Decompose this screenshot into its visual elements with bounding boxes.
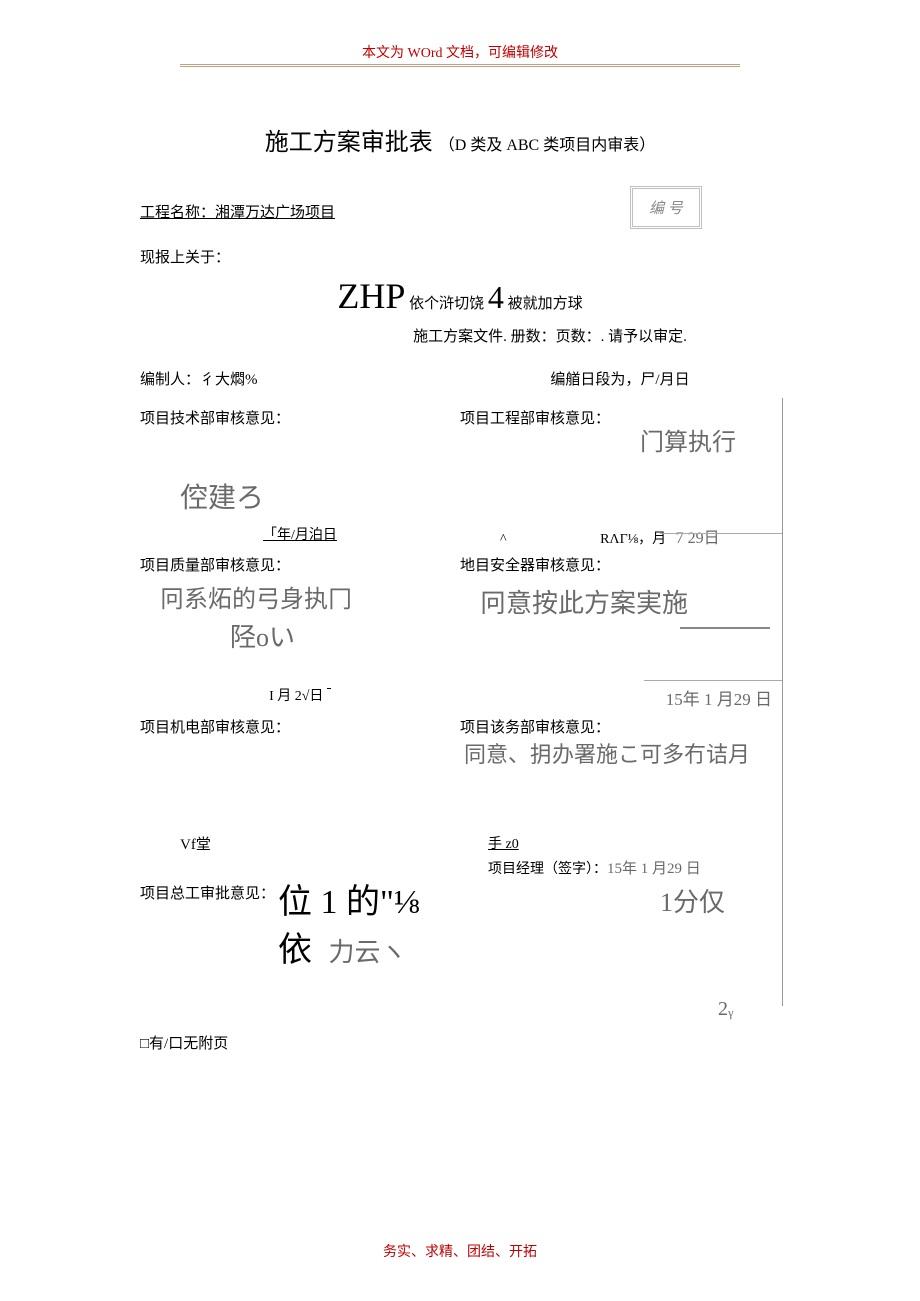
- quality-signature2: 陉oい: [230, 617, 295, 654]
- compile-date-value: 尸/月日: [640, 372, 689, 388]
- eng-date-row: ^ RΛΓ⅛，月 7 29日: [460, 524, 780, 548]
- safety-date-row: 15年 1 月29 日: [460, 685, 780, 710]
- attachment-line: □有/口无附页: [140, 1032, 780, 1053]
- zhp-mid: 依个浒切饶: [405, 296, 488, 312]
- safety-signature: 冋意按此方案実施: [480, 583, 688, 620]
- header-underline: [180, 64, 740, 67]
- title-sub: （D 类及 ABC 类项目内审表）: [439, 137, 655, 154]
- quality-signature: 冋系炻的弓身执冂: [160, 579, 352, 614]
- trail-number: 2ᵧ: [718, 998, 733, 1021]
- final-label: 项目总工审批意见：: [140, 886, 275, 902]
- author-row: 编制人：彳大燜%: [140, 368, 460, 389]
- project-name: 湘潭万达广场项目: [215, 205, 335, 221]
- compile-date-label: 编艏日段为，: [550, 372, 640, 388]
- quality-date: I 月 2√日: [140, 685, 460, 710]
- report-label: 现报上关于：: [140, 246, 780, 267]
- mech-sig-zone: [140, 737, 460, 833]
- footer-text: 务实、求精、团结、开拓: [0, 1241, 920, 1261]
- eng-signature: 门算执行: [640, 422, 736, 457]
- header-text: 本文为 WOrd 文档，可编辑修改: [362, 42, 558, 62]
- zhp-line: ZHP 依个浒切饶 4 被就加方球: [140, 275, 780, 317]
- commerce-sig-zone: 同意、抈办署施こ可多冇诘月: [460, 737, 780, 833]
- commerce-label: 项目该务部审核意见：: [460, 716, 780, 737]
- final-right-area: 1分仅: [460, 882, 780, 972]
- safety-sig-zone: 冋意按此方案実施: [460, 575, 780, 685]
- author-value: 彳大燜%: [200, 372, 258, 388]
- quality-label: 项目质量部审核意见：: [140, 554, 460, 575]
- compile-date-row: 编艏日段为，尸/月日: [460, 368, 780, 389]
- final-sig-tr: 1分仅: [660, 882, 725, 919]
- mech-date: Vf堂: [140, 833, 460, 878]
- tech-signature: 倥建ろ: [180, 476, 264, 516]
- commerce-hand: 手 z0: [460, 833, 780, 853]
- zhp-tail: 被就加方球: [504, 296, 583, 312]
- eng-date: RΛΓ⅛，月: [600, 532, 666, 547]
- project-label: 工程名称：: [140, 205, 215, 221]
- final-area: 项目总工审批意见： 位 1 的"⅛ 依 力云ヽ: [140, 882, 460, 972]
- safety-date: 15年 1 月29 日: [666, 690, 772, 709]
- mgr-date: 15年 1 月29 日: [607, 861, 701, 877]
- mech-label: 项目机电部审核意见：: [140, 716, 460, 737]
- project-name-row: 工程名称：湘潭万达广场项目: [140, 201, 780, 222]
- final-sig: 力云ヽ: [329, 938, 407, 967]
- zhp-letters: ZHP: [337, 276, 405, 316]
- commerce-mgr-row: 手 z0 项目经理（签字）：15年 1 月29 日: [460, 833, 780, 878]
- eng-caret: ^: [500, 532, 507, 547]
- title-main: 施工方案审批表: [265, 130, 433, 156]
- safety-label: 地目安全器审核意见：: [460, 554, 780, 575]
- doc-info: 施工方案文件. 册数：页数：. 请予以审定.: [320, 325, 780, 346]
- header-notice: 本文为 WOrd 文档，可编辑修改: [0, 0, 920, 67]
- quality-sig-zone: 冋系炻的弓身执冂 陉oい: [140, 575, 460, 685]
- final-big2: 依: [278, 932, 312, 969]
- author-label: 编制人：: [140, 372, 200, 388]
- tech-label: 项目技术部审核意见：: [140, 407, 460, 428]
- document-title: 施工方案审批表 （D 类及 ABC 类项目内审表）: [0, 122, 920, 157]
- tech-sig-zone: 倥建ろ: [140, 428, 460, 524]
- eng-sig-zone: 门算执行: [460, 428, 780, 524]
- zhp-four: 4: [488, 279, 504, 315]
- content-area: 工程名称：湘潭万达广场项目 现报上关于： ZHP 依个浒切饶 4 被就加方球 施…: [0, 157, 920, 1053]
- mgr-label: 项目经理（签字）：: [488, 862, 607, 877]
- final-big1: 位 1 的"⅛: [278, 874, 419, 923]
- tech-date: 「年/月泊日: [140, 524, 460, 548]
- commerce-signature: 同意、抈办署施こ可多冇诘月: [464, 737, 750, 769]
